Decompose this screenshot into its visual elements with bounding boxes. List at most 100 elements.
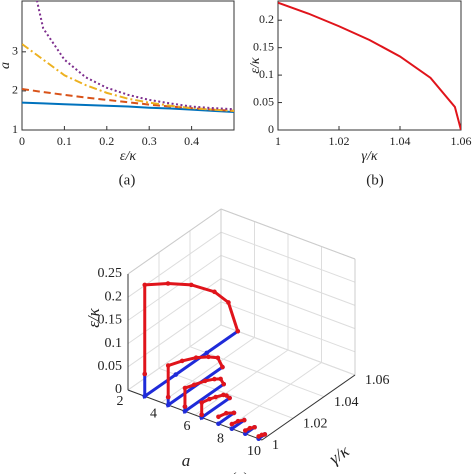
grid-line	[127, 324, 356, 391]
y-axis-label: ε/κ	[248, 57, 263, 73]
point	[165, 281, 171, 286]
box-edge	[127, 208, 222, 275]
x-tick-label: 0	[19, 134, 25, 148]
point	[213, 394, 218, 400]
grid-line	[127, 208, 356, 275]
point	[223, 410, 229, 416]
caption: (c)	[232, 470, 249, 474]
point	[235, 328, 241, 334]
y-tick-label: 2	[12, 83, 18, 97]
x-tick-label: 6	[184, 419, 191, 434]
x-tick-label: 4	[150, 407, 157, 422]
point	[182, 385, 188, 391]
point	[142, 282, 148, 288]
x-tick-label: 1.02	[329, 134, 350, 148]
point	[227, 395, 232, 401]
z-tick-label: 0.1	[105, 336, 123, 351]
point	[216, 421, 221, 427]
z-tick-label: 0.2	[105, 289, 123, 304]
z-tick-label: 0.25	[98, 266, 123, 281]
y-tick-label: 0.1	[259, 67, 274, 81]
grid-line	[127, 231, 356, 298]
axes-frame	[21, 0, 235, 131]
grid-line	[127, 254, 356, 321]
series-line	[22, 101, 234, 114]
point	[212, 376, 217, 382]
point	[142, 393, 148, 399]
point	[182, 404, 188, 409]
point	[206, 354, 211, 360]
z-tick-label: 0.05	[98, 359, 123, 374]
y-tick-label: 1.06	[365, 373, 390, 388]
grid-line	[261, 259, 356, 441]
point	[173, 372, 179, 377]
grid-line	[189, 230, 325, 398]
point	[247, 425, 253, 431]
point	[142, 371, 148, 377]
box-edge	[220, 208, 356, 260]
point	[191, 382, 197, 388]
axes-frame	[277, 0, 462, 131]
z-tick-label: 0.15	[98, 313, 123, 328]
point	[188, 282, 194, 288]
y-tick-label: 0.05	[253, 94, 274, 108]
point	[204, 350, 210, 356]
series-line	[35, 1, 234, 111]
point	[229, 421, 235, 427]
y-tick-label: 0	[268, 122, 274, 136]
grid-line	[228, 246, 322, 428]
grid-line	[127, 278, 356, 345]
point	[218, 376, 223, 382]
x-tick-label: 10	[247, 444, 261, 459]
series-line	[22, 43, 234, 112]
series-line	[22, 87, 234, 112]
point	[165, 363, 171, 368]
z-axis-label: ε/κ	[84, 307, 103, 327]
caption: (a)	[119, 172, 136, 188]
point	[229, 426, 235, 432]
grid-line	[158, 252, 294, 419]
point	[179, 358, 185, 364]
x-tick-label: 0.3	[142, 134, 157, 148]
x-tick-label: 8	[217, 432, 224, 447]
point	[182, 408, 188, 414]
point	[199, 412, 204, 418]
point	[242, 428, 248, 433]
y-tick-label: 1.04	[334, 395, 359, 410]
x-axis-label: a	[182, 451, 191, 470]
x-tick-label: 1.06	[451, 134, 472, 148]
grid-line	[127, 301, 356, 368]
x-tick-label: 0.4	[184, 134, 199, 148]
x-tick-label: 0.2	[99, 134, 114, 148]
point	[231, 410, 237, 416]
x-tick-label: 1.04	[390, 134, 411, 148]
caption: (b)	[366, 172, 384, 188]
point	[241, 417, 247, 423]
x-tick-label: 0.1	[57, 134, 72, 148]
point	[165, 394, 171, 400]
x-tick-label: 2	[117, 394, 124, 409]
point	[235, 418, 241, 424]
series-line	[278, 1, 461, 130]
point	[252, 424, 257, 430]
point	[165, 402, 171, 408]
point	[215, 355, 221, 361]
y-tick-label: 0.15	[253, 39, 274, 53]
point	[221, 381, 226, 387]
point	[220, 364, 225, 370]
grid-line	[194, 234, 289, 416]
y-axis-label: a	[0, 62, 13, 69]
point	[262, 432, 268, 437]
point	[216, 414, 221, 420]
x-axis-label: ε/κ	[120, 149, 136, 164]
z-tick-label: 0	[115, 382, 122, 397]
axis-line	[127, 389, 263, 441]
point	[212, 289, 217, 295]
point	[202, 378, 208, 384]
y-tick-label: 1	[272, 438, 279, 453]
x-axis-label: γ/κ	[361, 149, 377, 164]
axis-line	[261, 374, 356, 441]
point	[242, 431, 248, 437]
point	[193, 355, 199, 360]
